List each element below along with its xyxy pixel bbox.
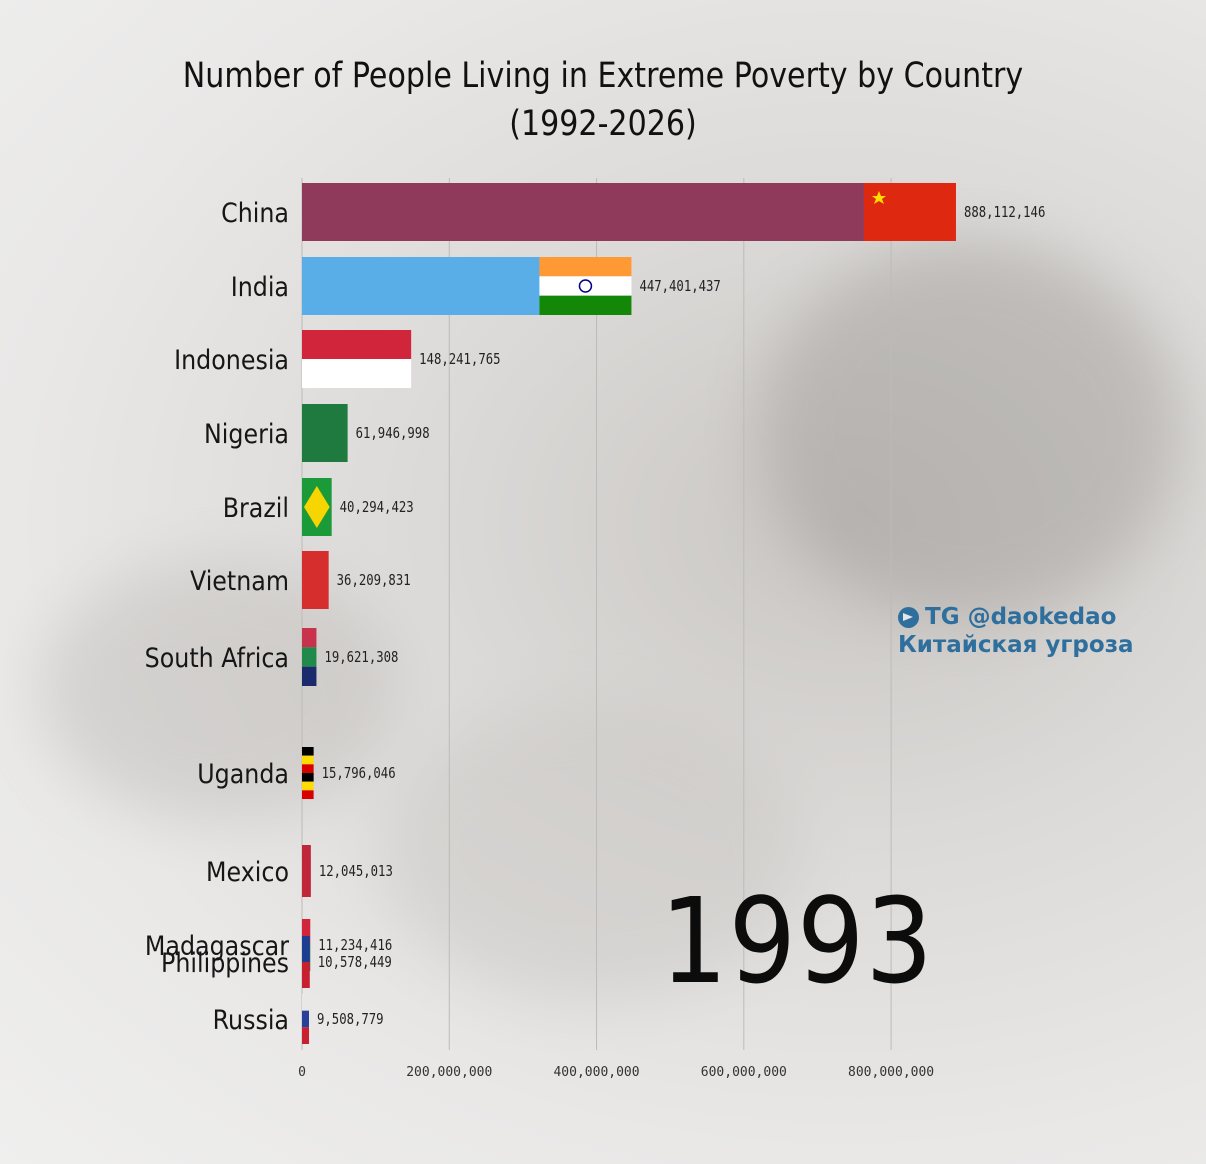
flag-stripe [539, 295, 632, 315]
value-label: 36,209,831 [337, 572, 411, 589]
value-label: 888,112,146 [964, 204, 1045, 221]
value-label: 19,621,308 [324, 649, 398, 666]
watermark-line2: Китайская угроза [898, 632, 1134, 658]
background-blur [760, 240, 1180, 620]
category-label: South Africa [145, 642, 289, 674]
bar-china [302, 183, 956, 241]
star-icon [871, 191, 886, 204]
value-label: 447,401,437 [639, 278, 720, 295]
value-label: 61,946,998 [356, 425, 430, 442]
flag-stripe [302, 628, 317, 648]
value-label: 148,241,765 [419, 351, 500, 368]
watermark-line1: TG @daokedao [898, 603, 1134, 631]
year-counter: 1993 [660, 872, 934, 1010]
flag-stripe [302, 936, 310, 962]
flag-stripe [302, 781, 314, 791]
watermark: TG @daokedao Китайская угроза [898, 603, 1134, 659]
bar-uganda [302, 747, 314, 799]
flag-stripe [302, 1010, 310, 1028]
bars [302, 183, 956, 1044]
category-label: Madagascar [145, 930, 290, 962]
flag-stripe [302, 790, 314, 799]
watermark-handle: TG @daokedao [925, 604, 1117, 630]
bar-south-africa [302, 628, 317, 686]
value-labels: 888,112,146 447,401,437 148,241,765 61,946,… [317, 204, 1045, 1028]
flag-stripe [539, 257, 632, 277]
category-label: Philippines [161, 947, 289, 979]
bar-philippines [302, 936, 310, 988]
category-label: Vietnam [190, 565, 289, 597]
flag-stripe [302, 773, 314, 782]
flag-stripe [539, 276, 632, 296]
value-label: 40,294,423 [340, 499, 414, 516]
china-flag [863, 183, 956, 241]
value-label: 12,045,013 [319, 863, 393, 880]
category-label: Nigeria [204, 418, 289, 450]
value-label: 9,508,779 [317, 1011, 384, 1028]
chart-title: Number of People Living in Extreme Pover… [84, 52, 1121, 148]
flag-field [302, 404, 348, 462]
flag-stripe [302, 962, 310, 988]
category-label: Mexico [206, 856, 289, 888]
value-label: 10,578,449 [318, 954, 392, 971]
bar-russia [302, 994, 310, 1044]
flag-stripe [302, 1027, 310, 1044]
x-tick-label: 600,000,000 [701, 1065, 787, 1080]
flag-stripe [302, 755, 314, 765]
category-label: Uganda [197, 758, 289, 790]
diamond-icon [304, 486, 330, 528]
flag-stripe [302, 747, 314, 756]
bar-indonesia [302, 330, 412, 388]
x-axis-ticks: 0 200,000,000 400,000,000 600,000,000 800,00… [298, 1065, 934, 1080]
chart-title-line2: (1992-2026) [509, 104, 697, 144]
flag-field [302, 551, 329, 609]
flag-stripe [302, 764, 314, 773]
bar-mexico [302, 845, 311, 897]
category-label: Brazil [223, 492, 289, 524]
flag-field [302, 845, 311, 897]
bar-body [302, 257, 540, 315]
grid-lines [301, 178, 892, 1050]
category-label: Indonesia [174, 344, 289, 376]
flag-stripe [302, 919, 311, 945]
bar-vietnam [302, 551, 329, 609]
x-tick-label: 400,000,000 [553, 1065, 639, 1080]
value-label: 11,234,416 [318, 937, 392, 954]
category-labels: China India Indonesia Nigeria Brazil Vietnam S… [145, 197, 290, 1036]
category-label: Russia [213, 1004, 289, 1036]
flag-stripe [302, 994, 310, 1011]
flag-stripe [302, 666, 317, 686]
bar-india [302, 257, 632, 315]
value-label: 15,796,046 [322, 765, 396, 782]
x-tick-label: 0 [298, 1065, 306, 1080]
telegram-icon [898, 606, 919, 628]
flag-stripe [302, 330, 412, 359]
background-blur [40, 560, 400, 820]
category-label: China [221, 197, 289, 229]
chart-title-line1: Number of People Living in Extreme Pover… [182, 56, 1024, 96]
background-blur [380, 700, 800, 1000]
flag-stripe [302, 647, 317, 667]
bar-nigeria [302, 404, 348, 462]
x-tick-label: 200,000,000 [406, 1065, 492, 1080]
bar-body [302, 183, 864, 241]
flag-stripe [302, 359, 412, 388]
chakra-icon [578, 279, 593, 293]
category-label: India [231, 271, 289, 303]
x-tick-label: 800,000,000 [848, 1065, 934, 1080]
bar-brazil [302, 478, 332, 536]
